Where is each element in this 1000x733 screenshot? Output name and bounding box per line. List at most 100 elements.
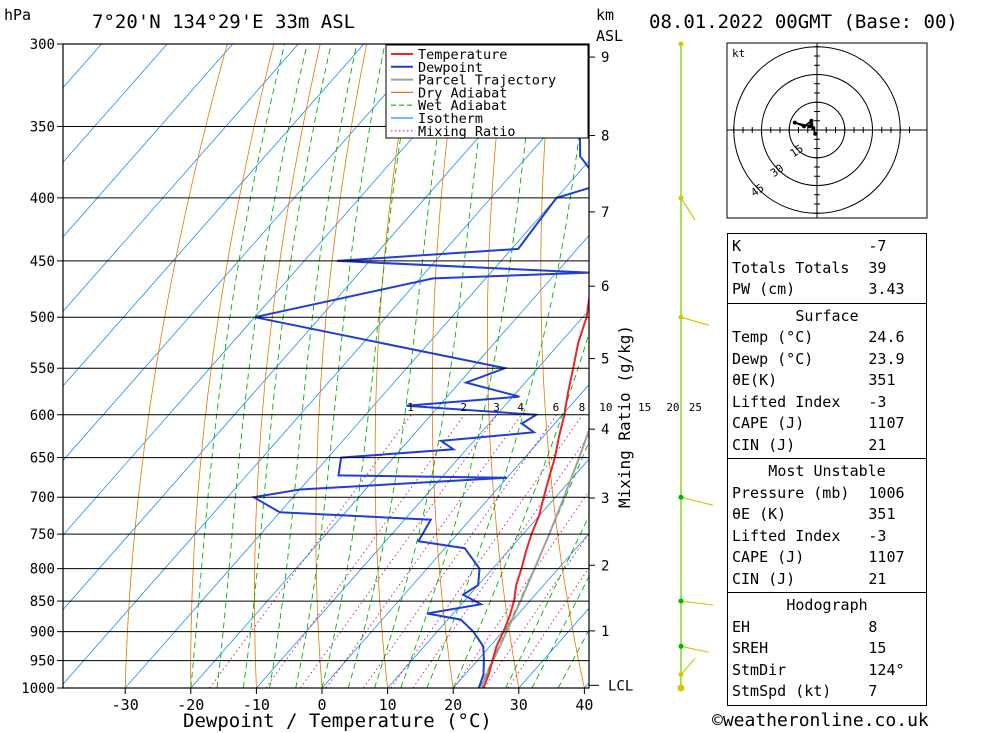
hodograph-unit: kt <box>732 47 745 60</box>
mixing-ratio-line <box>412 434 589 688</box>
mixing-ratio-label: 4 <box>517 401 524 414</box>
index-row: K -7 <box>732 236 922 258</box>
pressure-tick-label: 750 <box>30 527 55 543</box>
dry-adiabat-line <box>190 44 275 688</box>
wet-adiabat-line <box>505 514 589 688</box>
isotherm-line <box>63 85 589 685</box>
credit-link[interactable]: ©weatheronline.co.uk <box>712 710 929 731</box>
hodograph-point <box>809 118 814 123</box>
mixing-ratio-line <box>390 414 583 688</box>
hodograph-value: 124° <box>868 660 905 679</box>
temperature-tick-label: 30 <box>510 696 528 714</box>
surface-title: Surface <box>795 306 859 325</box>
legend-entry: Temperature <box>418 47 507 63</box>
dry-adiabat-line <box>971 44 1000 688</box>
hodograph-ring-label: 15 <box>788 142 806 160</box>
hodograph-row: EH 8 <box>732 617 922 639</box>
index-value: -7 <box>868 237 887 255</box>
mixing-ratio-line <box>209 414 412 688</box>
hodograph-point <box>811 126 816 131</box>
most-unstable-key: Lifted Index <box>732 526 841 545</box>
most-unstable-value: 21 <box>868 569 887 588</box>
mixing-ratio-label: 6 <box>553 401 560 414</box>
dry-adiabat-line <box>540 44 585 688</box>
surface-key: CAPE (J) <box>732 414 805 432</box>
most-unstable-row: CAPE (J) 1107 <box>732 547 922 569</box>
isotherm-line <box>63 44 234 238</box>
isotherm-line <box>63 44 496 536</box>
isotherm-line <box>63 44 365 387</box>
height-tick-label: 1 <box>601 624 609 640</box>
wet-adiabat-line <box>190 44 286 688</box>
hodograph-key: SREH <box>732 639 769 657</box>
surface-value: 21 <box>868 435 887 454</box>
hodograph-point <box>802 124 807 129</box>
pressure-tick-label: 800 <box>30 562 55 578</box>
surface-value: 1107 <box>868 414 905 432</box>
mixing-ratio-label: 20 <box>666 401 679 414</box>
most-unstable-key: CIN (J) <box>732 569 796 588</box>
surface-row: CAPE (J) 1107 <box>732 413 922 435</box>
wind-level-dot <box>678 494 684 500</box>
most-unstable-key: Pressure (mb) <box>732 483 850 502</box>
most-unstable-value: 351 <box>868 505 896 523</box>
wet-adiabat-line <box>531 575 589 688</box>
most-unstable-value: 1107 <box>868 548 905 566</box>
isotherm-line <box>452 533 589 688</box>
dry-adiabat-line <box>643 44 716 688</box>
hodograph-row: StmDir 124° <box>732 660 922 682</box>
height-tick-label: 5 <box>601 352 609 368</box>
wind-level-dot <box>678 671 684 677</box>
wet-adiabat-line <box>321 44 417 688</box>
temperature-tick-label: 0 <box>317 696 326 714</box>
mixing-ratio-line <box>265 414 465 688</box>
surface-row: CIN (J) 21 <box>732 435 922 457</box>
isotherm-line <box>321 383 589 688</box>
most-unstable-key: CAPE (J) <box>732 548 805 566</box>
surface-value: 24.6 <box>868 328 905 346</box>
legend-entry: Mixing Ratio <box>418 124 516 140</box>
datetime-title: 08.01.2022 00GMT (Base: 00) <box>649 11 958 33</box>
surface-key: CIN (J) <box>732 435 796 454</box>
hodograph-point <box>813 131 818 136</box>
hodograph-row: SREH 15 <box>732 638 922 660</box>
wind-barb <box>680 658 696 675</box>
plot-frame <box>62 43 590 689</box>
temperature-tick-label: -30 <box>112 696 139 714</box>
mixing-ratio-line <box>325 414 522 688</box>
y-axis-label-mixing-ratio: Mixing Ratio (g/kg) <box>615 325 634 508</box>
most-unstable-value: -3 <box>868 526 887 545</box>
temperature-tick-label: 20 <box>444 696 462 714</box>
mixing-ratio-line <box>507 566 589 688</box>
legend-box <box>385 44 589 139</box>
wind-barb <box>680 600 714 606</box>
index-value: 39 <box>868 258 887 277</box>
mixing-ratio-label: 15 <box>638 401 651 414</box>
most-unstable-row: θE (K) 351 <box>732 504 922 526</box>
mixing-ratio-label: 10 <box>599 401 612 414</box>
index-value: 3.43 <box>868 280 905 298</box>
hodograph-key: StmSpd (kt) <box>732 682 832 700</box>
hodograph-title: Hodograph <box>786 596 868 614</box>
index-key: PW (cm) <box>732 280 796 298</box>
legend-entry: Isotherm <box>418 111 483 127</box>
wind-level-dot <box>678 195 684 201</box>
pressure-tick-label: 350 <box>30 119 55 135</box>
hodograph-key: StmDir <box>732 660 787 679</box>
mixing-ratio-line <box>300 414 498 688</box>
surface-row: θE(K) 351 <box>732 370 922 392</box>
wind-profile <box>677 41 714 692</box>
surface-value: 351 <box>868 371 896 389</box>
most-unstable-row: Lifted Index -3 <box>732 526 922 548</box>
isotherm-line <box>387 458 589 688</box>
hodograph-point <box>792 120 797 125</box>
surface-key: Lifted Index <box>732 392 841 411</box>
wind-level-dot <box>678 314 684 320</box>
pressure-tick-label: 300 <box>30 37 55 53</box>
mixing-ratio-line <box>363 414 558 688</box>
wet-adiabat-line <box>347 44 452 688</box>
most-unstable-key: θE (K) <box>732 505 787 523</box>
legend-entry: Dewpoint <box>418 60 483 76</box>
hodograph-key: EH <box>732 617 751 636</box>
temperature-tick-label: 10 <box>379 696 397 714</box>
